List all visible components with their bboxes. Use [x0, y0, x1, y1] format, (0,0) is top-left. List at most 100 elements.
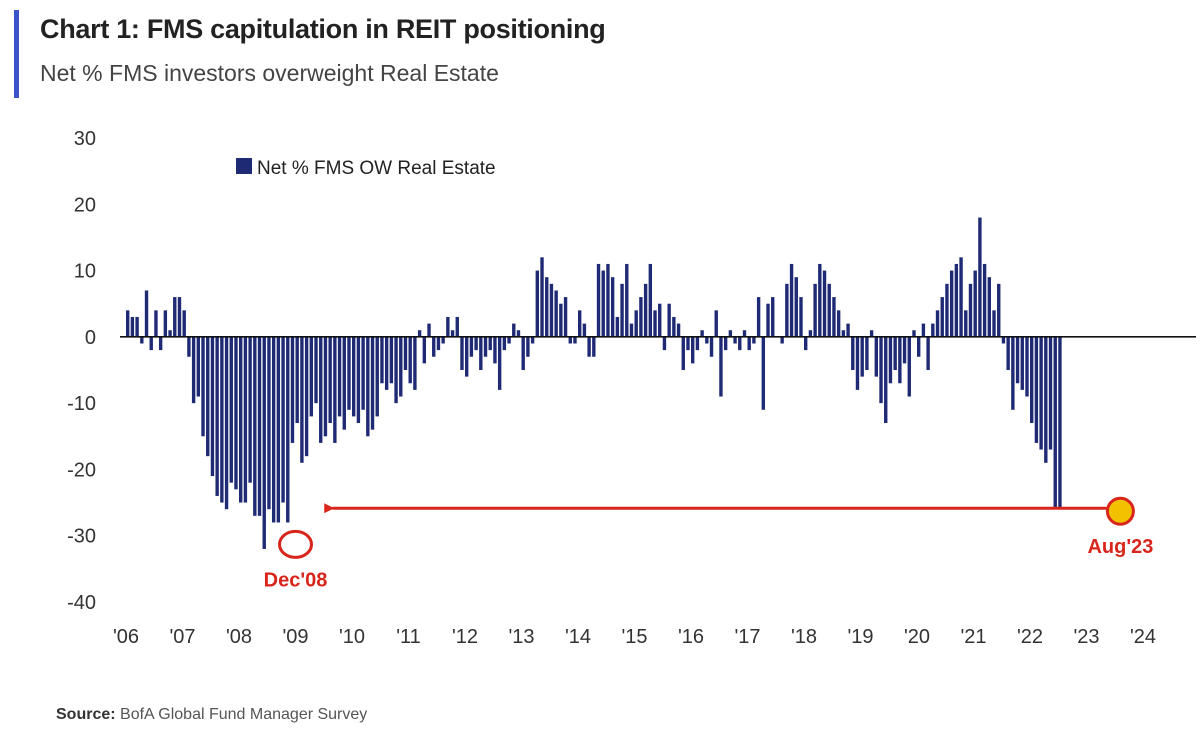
bar [375, 336, 379, 417]
bar [446, 316, 450, 337]
bar [794, 277, 798, 337]
y-tick-label: 20 [74, 194, 96, 216]
bar [723, 336, 728, 351]
bar [229, 336, 233, 483]
bar [352, 336, 356, 417]
bar [309, 336, 314, 417]
bar [206, 336, 210, 457]
bar [144, 290, 149, 337]
bar [851, 336, 855, 370]
bar [836, 310, 841, 337]
bar [384, 336, 389, 390]
y-tick-label: 30 [74, 128, 96, 150]
bar [818, 263, 822, 337]
bar [705, 336, 709, 344]
bar [973, 270, 977, 337]
bar [290, 336, 295, 443]
bar [304, 336, 309, 457]
annotations: Dec'08 Aug'23 [264, 496, 1153, 591]
bar [1034, 336, 1039, 443]
bar [931, 323, 935, 337]
bar [714, 310, 718, 337]
bar [634, 310, 638, 337]
bar [314, 336, 318, 404]
bar [380, 336, 384, 384]
bar [1058, 336, 1062, 510]
bar [1011, 336, 1015, 410]
bar [578, 310, 582, 337]
bar [460, 336, 464, 370]
bar [126, 310, 130, 337]
y-tick-label: 0 [85, 327, 96, 349]
bar [601, 270, 605, 337]
bar [719, 336, 723, 397]
bar [869, 330, 874, 337]
bar [182, 310, 186, 337]
bar [926, 336, 930, 370]
bar [709, 336, 714, 357]
bar [319, 336, 323, 443]
chart-subtitle: Net % FMS investors overweight Real Esta… [40, 60, 499, 86]
dec08-label: Dec'08 [264, 569, 328, 591]
bar [676, 323, 681, 337]
bar [187, 336, 191, 357]
bar [234, 336, 238, 490]
bar [964, 310, 968, 337]
bar [366, 336, 370, 437]
bar [785, 283, 789, 337]
x-tick-label: '15 [621, 626, 647, 648]
bar [756, 297, 761, 337]
bar [761, 336, 766, 410]
bar [728, 330, 733, 337]
bar [337, 336, 342, 417]
bar [615, 316, 620, 337]
bar [1020, 336, 1024, 390]
x-tick-label: '10 [339, 626, 365, 648]
bar [399, 336, 403, 397]
bar [813, 283, 817, 337]
y-tick-label: -10 [67, 393, 96, 415]
bar [968, 283, 973, 337]
bar [554, 290, 558, 337]
x-tick-label: '23 [1073, 626, 1099, 648]
bar [686, 336, 690, 351]
bar [257, 336, 262, 516]
bar [742, 330, 747, 337]
x-tick-label: '22 [1017, 626, 1043, 648]
x-axis: '06 '07 '08 '09 '10 '11 '12 '13 '14 '15 '16 '17 '18 '… [113, 626, 1156, 648]
bar [488, 336, 492, 351]
bar [224, 336, 229, 510]
bar [992, 310, 996, 337]
bar [450, 330, 455, 337]
aug23-marker [1105, 496, 1135, 526]
bar [516, 330, 521, 337]
bar [587, 336, 591, 357]
bar [215, 336, 219, 496]
bar [987, 277, 992, 337]
bar [874, 336, 879, 377]
bar [271, 336, 276, 523]
x-tick-label: '17 [734, 626, 760, 648]
bar [1044, 336, 1048, 463]
aug23-label: Aug'23 [1087, 536, 1153, 558]
bar [658, 303, 662, 337]
bar [832, 297, 836, 337]
bar [808, 330, 813, 337]
bar [163, 310, 168, 337]
legend-label: Net % FMS OW Real Estate [257, 158, 496, 179]
bar [479, 336, 483, 370]
y-tick-label: -20 [67, 459, 96, 481]
bar [573, 336, 577, 344]
x-tick-label: '12 [452, 626, 478, 648]
x-tick-label: '21 [960, 626, 986, 648]
bar [620, 283, 624, 337]
bar [300, 336, 304, 463]
title-accent-bar [14, 10, 19, 98]
bar [978, 217, 982, 337]
bar [323, 336, 328, 437]
bar [493, 336, 497, 364]
bar [526, 336, 530, 357]
bar [191, 336, 196, 404]
bar [201, 336, 205, 437]
bar [441, 336, 445, 344]
